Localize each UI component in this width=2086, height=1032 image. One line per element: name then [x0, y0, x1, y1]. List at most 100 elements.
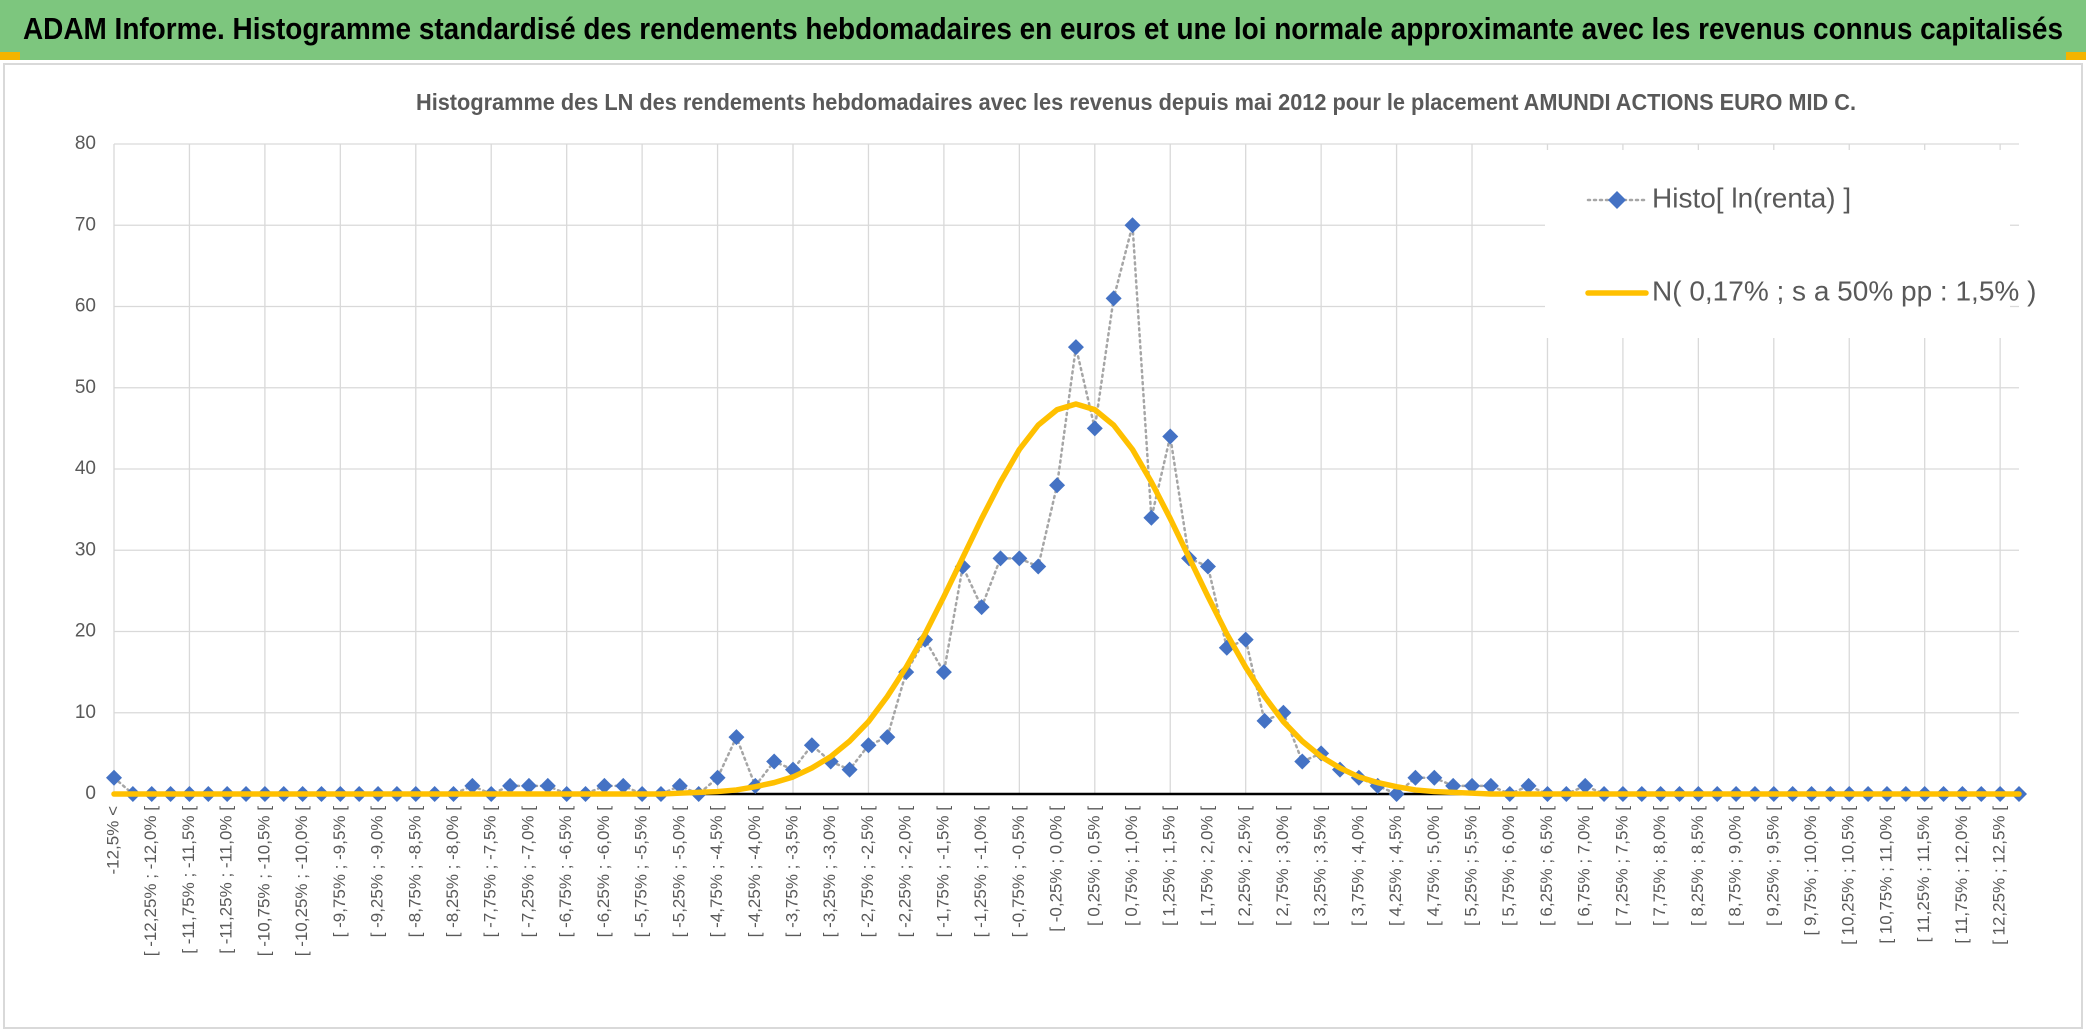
- data-point: [596, 777, 613, 794]
- corner-mark: [2066, 52, 2086, 60]
- data-point: [671, 777, 688, 794]
- data-point: [803, 737, 820, 754]
- x-tick-label: [ -11,25% ; -11,0% [: [217, 806, 236, 954]
- data-point: [1237, 631, 1254, 648]
- x-tick-label: [ 9,25% ; 9,5% [: [1763, 806, 1782, 926]
- x-tick-label: [ 11,25% ; 11,5% [: [1914, 806, 1933, 943]
- x-tick-label: [ -9,75% ; -9,5% [: [330, 806, 349, 938]
- x-tick-label: [ 1,25% ; 1,5% [: [1160, 806, 1179, 926]
- legend: Histo[ ln(renta) ] N( 0,17% ; s a 50% pp …: [1545, 150, 2036, 338]
- data-point: [935, 664, 952, 681]
- x-tick-label: [ 9,75% ; 10,0% [: [1801, 806, 1820, 936]
- x-tick-label: [ 8,75% ; 9,0% [: [1726, 806, 1745, 926]
- x-tick-label: [ 4,75% ; 5,0% [: [1424, 806, 1443, 926]
- x-tick-label: [ -10,25% ; -10,0% [: [292, 806, 311, 957]
- x-tick-label: [ 3,75% ; 4,0% [: [1348, 806, 1367, 926]
- y-tick-label: 0: [85, 783, 96, 804]
- data-point: [1407, 769, 1424, 786]
- data-point: [1482, 777, 1499, 794]
- data-point: [841, 761, 858, 778]
- y-tick-label: 30: [75, 539, 96, 560]
- data-point: [1030, 558, 1047, 575]
- y-tick-label: 10: [75, 702, 96, 723]
- y-tick-label: 40: [75, 458, 96, 479]
- data-point: [1011, 550, 1028, 567]
- x-tick-label: [ 6,25% ; 6,5% [: [1537, 806, 1556, 926]
- legend-label: Histo[ ln(renta) ]: [1652, 182, 1851, 213]
- data-point: [1256, 712, 1273, 729]
- data-point: [973, 599, 990, 616]
- x-tick-label: [ 10,25% ; 10,5% [: [1839, 806, 1858, 945]
- data-point: [1143, 509, 1160, 526]
- chart-title: Histogramme des LN des rendements hebdom…: [416, 89, 1856, 115]
- x-tick-label: [ -11,75% ; -11,5% [: [179, 806, 198, 954]
- x-tick-label: [ -9,25% ; -9,0% [: [368, 806, 387, 938]
- data-point: [106, 769, 122, 786]
- data-point: [1464, 777, 1481, 794]
- x-tick-label: [ 3,25% ; 3,5% [: [1311, 806, 1330, 926]
- header-bar: [0, 0, 2086, 60]
- data-point: [1049, 477, 1066, 494]
- x-tick-label: [ -2,75% ; -2,5% [: [858, 806, 877, 938]
- x-tick-label: [ 1,75% ; 2,0% [: [1197, 806, 1216, 926]
- x-tick-label: [ -3,25% ; -3,0% [: [820, 806, 839, 938]
- x-tick-label: [ 11,75% ; 12,0% [: [1952, 806, 1971, 944]
- legend-box: [1545, 150, 2010, 338]
- legend-label: N( 0,17% ; s a 50% pp : 1,5% ): [1652, 275, 2036, 306]
- y-tick-label: 60: [75, 296, 96, 317]
- x-tick-label: [ -1,25% ; -1,0% [: [971, 806, 990, 938]
- x-tick-label: [ 0,25% ; 0,5% [: [1084, 806, 1103, 926]
- data-point: [1162, 428, 1179, 445]
- x-tick-label: [ 5,75% ; 6,0% [: [1499, 806, 1518, 926]
- data-point: [1426, 769, 1443, 786]
- plot-area: [106, 217, 2027, 802]
- data-point: [766, 753, 783, 770]
- x-tick-label: [ 5,25% ; 5,5% [: [1462, 806, 1481, 926]
- x-tick-label: [ -3,75% ; -3,5% [: [782, 806, 801, 938]
- data-point: [879, 729, 896, 746]
- x-tick-label: [ 0,75% ; 1,0% [: [1122, 806, 1141, 926]
- x-tick-label: [ -2,25% ; -2,0% [: [896, 806, 915, 938]
- x-tick-label: [ -4,25% ; -4,0% [: [745, 806, 764, 938]
- chart-frame: [3, 63, 2083, 1029]
- x-tick-label: [ 8,25% ; 8,5% [: [1688, 806, 1707, 926]
- x-tick-label: [ -6,75% ; -6,5% [: [556, 806, 575, 938]
- x-tick-label: [ 12,25% ; 12,5% [: [1990, 806, 2009, 945]
- y-tick-label: 80: [75, 133, 96, 154]
- x-tick-label: [ -7,25% ; -7,0% [: [518, 806, 537, 938]
- data-point: [615, 777, 632, 794]
- data-point: [464, 777, 481, 794]
- header-title: ADAM Informe. Histogramme standardisé de…: [23, 11, 2063, 46]
- x-tick-label: [ 7,25% ; 7,5% [: [1612, 806, 1631, 926]
- data-point: [1067, 339, 1084, 356]
- x-tick-label: [ -12,25% ; -12,0% [: [141, 806, 160, 957]
- data-point: [728, 729, 745, 746]
- data-point: [860, 737, 877, 754]
- data-point: [1520, 777, 1537, 794]
- x-tick-label: [ -0,25% ; 0,0% [: [1047, 806, 1066, 932]
- x-tick-label: [ 2,25% ; 2,5% [: [1235, 806, 1254, 926]
- x-tick-label: [ -8,25% ; -8,0% [: [443, 806, 462, 938]
- data-point: [1086, 420, 1103, 437]
- data-point: [539, 777, 556, 794]
- x-tick-label: -12,5% <: [103, 806, 122, 875]
- legend-marker: [1608, 191, 1626, 209]
- x-tick-label: [ 4,25% ; 4,5% [: [1386, 806, 1405, 926]
- x-tick-label: [ -5,25% ; -5,0% [: [669, 806, 688, 938]
- data-point: [1577, 777, 1594, 794]
- x-tick-label: [ 10,75% ; 11,0% [: [1876, 806, 1895, 944]
- x-tick-label: [ -10,75% ; -10,5% [: [254, 806, 273, 957]
- data-point: [1124, 217, 1141, 234]
- x-tick-label: [ -7,75% ; -7,5% [: [481, 806, 500, 938]
- data-point: [1294, 753, 1311, 770]
- data-point: [1105, 290, 1122, 307]
- x-tick-label: [ 7,75% ; 8,0% [: [1650, 806, 1669, 926]
- data-point: [520, 777, 537, 794]
- data-point: [1199, 558, 1216, 575]
- x-tick-label: [ 6,75% ; 7,0% [: [1575, 806, 1594, 926]
- x-tick-label: [ -6,25% ; -6,0% [: [594, 806, 613, 938]
- y-tick-label: 70: [75, 214, 96, 235]
- x-tick-label: [ -1,75% ; -1,5% [: [933, 806, 952, 938]
- data-point: [502, 777, 519, 794]
